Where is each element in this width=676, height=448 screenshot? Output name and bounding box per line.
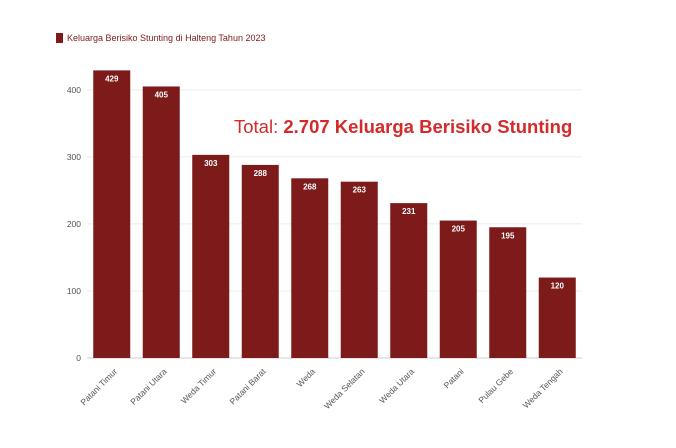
bar xyxy=(142,86,180,358)
bar xyxy=(439,220,477,358)
y-tick-label: 200 xyxy=(67,219,81,229)
y-tick-label: 100 xyxy=(67,286,81,296)
x-tick-label: Weda Selatan xyxy=(322,366,367,411)
x-tick-label: Pulau Gebe xyxy=(476,366,515,405)
legend: Keluarga Berisiko Stunting di Halteng Ta… xyxy=(56,33,265,43)
data-label: 195 xyxy=(501,231,515,240)
data-label: 120 xyxy=(551,282,565,291)
y-tick-label: 400 xyxy=(67,85,81,95)
x-tick-label: Weda Utara xyxy=(377,366,416,405)
bar xyxy=(390,203,428,358)
data-label: 288 xyxy=(254,169,268,178)
total-value: 2.707 Keluarga Berisiko Stunting xyxy=(283,116,573,137)
bar xyxy=(291,178,329,358)
data-label: 429 xyxy=(105,74,119,83)
total-prefix: Total: xyxy=(234,116,284,137)
data-label: 263 xyxy=(353,186,367,195)
total-annotation: Total: 2.707 Keluarga Berisiko Stunting xyxy=(234,116,572,138)
data-label: 205 xyxy=(452,225,466,234)
bar xyxy=(93,70,131,358)
x-tick-label: Patani xyxy=(442,366,466,390)
x-tick-label: Patani Barat xyxy=(228,366,269,407)
data-label: 303 xyxy=(204,159,218,168)
bar xyxy=(192,154,230,358)
x-tick-label: Patani Timur xyxy=(78,366,119,407)
data-label: 231 xyxy=(402,207,416,216)
bar xyxy=(340,181,378,358)
x-tick-label: Weda Tengah xyxy=(521,366,565,410)
legend-label: Keluarga Berisiko Stunting di Halteng Ta… xyxy=(67,33,266,43)
x-tick-label: Weda xyxy=(294,366,317,389)
x-tick-label: Patani Utara xyxy=(128,366,169,407)
data-label: 268 xyxy=(303,182,317,191)
y-tick-label: 300 xyxy=(67,152,81,162)
x-tick-label: Weda Timur xyxy=(179,366,218,405)
bar xyxy=(241,164,279,358)
bar xyxy=(489,227,527,358)
legend-swatch xyxy=(56,33,63,43)
bar xyxy=(538,277,576,358)
data-label: 405 xyxy=(155,90,169,99)
y-tick-label: 0 xyxy=(76,353,81,363)
